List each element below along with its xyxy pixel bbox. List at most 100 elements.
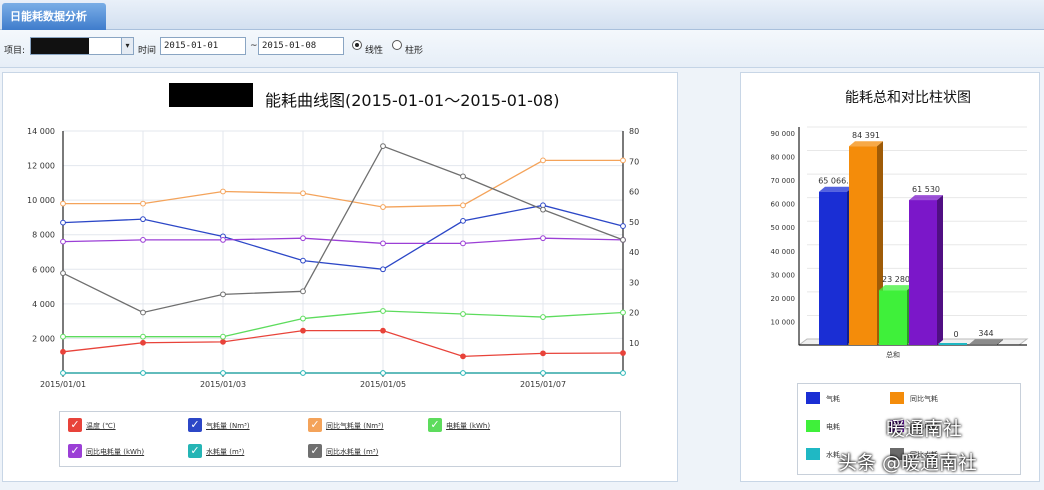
bar-category-label: 总和 — [886, 350, 900, 359]
y-right-tick-label: 40 — [629, 248, 639, 257]
bar-data-label-0: 65 066.6 — [818, 177, 854, 186]
redacted-block — [169, 83, 253, 107]
series-point-6 — [380, 143, 386, 150]
series-point-4 — [220, 237, 226, 243]
bar-chart-panel: 能耗总和对比柱状图 10 000 20 000 30 000 40 000 50 000… — [740, 72, 1040, 482]
series-point-2 — [60, 200, 66, 207]
bar-chart-legend: 气耗 同比气耗电耗 同比电耗水耗 同比水耗 — [797, 383, 1021, 475]
bar-top-2 — [879, 285, 913, 291]
y-left-tick-label: 2 000 — [32, 334, 55, 343]
x-tick-label: 2015/01/07 — [520, 380, 566, 389]
y-right-tick-label: 80 — [629, 127, 639, 136]
series-point-5 — [540, 370, 546, 376]
series-point-5 — [620, 370, 626, 376]
bar-4 — [939, 343, 967, 345]
x-tick-label: 2015/01/05 — [360, 380, 406, 389]
bar-y-tick-label: 40 000 — [771, 248, 796, 256]
bar-legend-swatch-5[interactable] — [890, 448, 904, 460]
start-date-input[interactable]: 2015-01-01 — [160, 37, 246, 55]
bar-y-tick-label: 80 000 — [771, 154, 796, 162]
bar-chart-svg: 10 000 20 000 30 000 40 000 50 000 60 000 70 0… — [771, 126, 1029, 359]
bar-top-5 — [969, 339, 1003, 345]
bar-data-label-2: 23 280 — [882, 275, 910, 284]
series-point-0 — [620, 350, 626, 356]
legend-label-3[interactable]: 电耗量 (kWh) — [446, 422, 491, 430]
bar-legend-label-4[interactable]: 水耗 — [826, 451, 840, 459]
bar-legend-swatch-2[interactable] — [806, 420, 820, 432]
series-point-4 — [60, 238, 66, 245]
radio-line-label: 线性 — [365, 46, 384, 56]
radio-line[interactable] — [352, 40, 362, 50]
bar-legend-swatch-4[interactable] — [806, 448, 820, 460]
legend-label-4[interactable]: 同比电耗量 (kWh) — [86, 448, 145, 456]
series-line-0 — [62, 329, 624, 358]
bar-legend-label-0[interactable]: 气耗 — [826, 395, 840, 403]
legend-checkbox-6[interactable]: ✓ — [308, 444, 322, 458]
bar-data-label-4: 0 — [953, 330, 958, 339]
series-line-2 — [63, 159, 623, 208]
legend-checkbox-2[interactable]: ✓ — [308, 418, 322, 432]
series-point-4 — [460, 240, 466, 247]
bar-legend-swatch-3[interactable] — [890, 420, 904, 432]
series-point-4 — [380, 240, 386, 247]
bar-y-tick-label: 10 000 — [771, 318, 796, 326]
legend-label-5[interactable]: 水耗量 (m³) — [206, 448, 245, 456]
legend-checkbox-0[interactable]: ✓ — [68, 418, 82, 432]
bar-y-tick-label: 90 000 — [771, 130, 796, 138]
bar-chart-title: 能耗总和对比柱状图 — [845, 90, 971, 106]
series-point-5 — [60, 370, 66, 376]
bar-legend-label-3[interactable]: 同比电耗 — [910, 423, 938, 431]
end-date-input[interactable]: 2015-01-08 — [258, 37, 344, 55]
series-point-5 — [460, 370, 466, 376]
series-point-3 — [460, 311, 466, 317]
bar-top-3 — [909, 195, 943, 201]
bar-legend-swatch-1[interactable] — [890, 392, 904, 404]
chevron-down-icon[interactable]: ▾ — [121, 38, 133, 54]
legend-label-2[interactable]: 同比气耗量 (Nm³) — [326, 422, 384, 430]
series-point-0 — [220, 338, 226, 345]
series-point-2 — [380, 204, 386, 210]
bar-legend-label-2[interactable]: 电耗 — [826, 423, 840, 431]
tab-daily-energy-analysis[interactable]: 日能耗数据分析 — [2, 3, 106, 30]
y-right-tick-label: 30 — [629, 278, 639, 287]
series-point-5 — [300, 370, 306, 376]
series-point-1 — [380, 266, 386, 273]
bar-3 — [909, 200, 937, 345]
y-left-tick-label: 6 000 — [32, 265, 55, 274]
bar-data-label-1: 84 391 — [852, 131, 880, 140]
bar-legend-label-5[interactable]: 同比水耗 — [910, 451, 938, 459]
series-point-4 — [140, 237, 146, 243]
bar-y-tick-label: 60 000 — [771, 201, 796, 209]
legend-label-0[interactable]: 温度 (℃) — [86, 422, 116, 430]
series-point-3 — [60, 333, 66, 340]
legend-label-6[interactable]: 同比水耗量 (m³) — [326, 448, 379, 456]
series-point-5 — [380, 370, 386, 376]
bar-legend-swatch-0[interactable] — [806, 392, 820, 404]
bar-side-5 — [997, 339, 1003, 345]
series-point-2 — [300, 190, 306, 197]
legend-checkbox-4[interactable]: ✓ — [68, 444, 82, 458]
bar-legend-label-1[interactable]: 同比气耗 — [910, 395, 938, 403]
series-point-5 — [140, 370, 146, 376]
bar-data-label-5: 344 — [978, 329, 993, 338]
y-left-tick-label: 14 000 — [27, 127, 55, 136]
bar-top-1 — [849, 141, 883, 147]
project-label: 项目: — [4, 46, 26, 56]
series-point-4 — [300, 235, 306, 242]
legend-label-1[interactable]: 气耗量 (Nm³) — [206, 422, 250, 430]
y-left-tick-label: 4 000 — [32, 300, 55, 309]
watermark-line1: 暖通南社 — [886, 418, 963, 440]
y-left-tick-label: 12 000 — [27, 162, 55, 171]
series-point-1 — [620, 223, 626, 229]
project-select[interactable]: ▾ — [30, 37, 134, 55]
series-point-6 — [60, 270, 66, 277]
series-point-1 — [300, 257, 306, 264]
legend-checkbox-3[interactable]: ✓ — [428, 418, 442, 432]
filter-toolbar: 项目: ▾ 时间 2015-01-01 ~ 2015-01-08 线性 柱形 — [0, 30, 1044, 68]
legend-checkbox-5[interactable]: ✓ — [188, 444, 202, 458]
radio-bar[interactable] — [392, 40, 402, 50]
legend-checkbox-1[interactable]: ✓ — [188, 418, 202, 432]
bar-y-tick-label: 30 000 — [771, 271, 796, 279]
bar-top-0 — [819, 186, 853, 192]
y-left-tick-label: 10 000 — [27, 196, 55, 205]
